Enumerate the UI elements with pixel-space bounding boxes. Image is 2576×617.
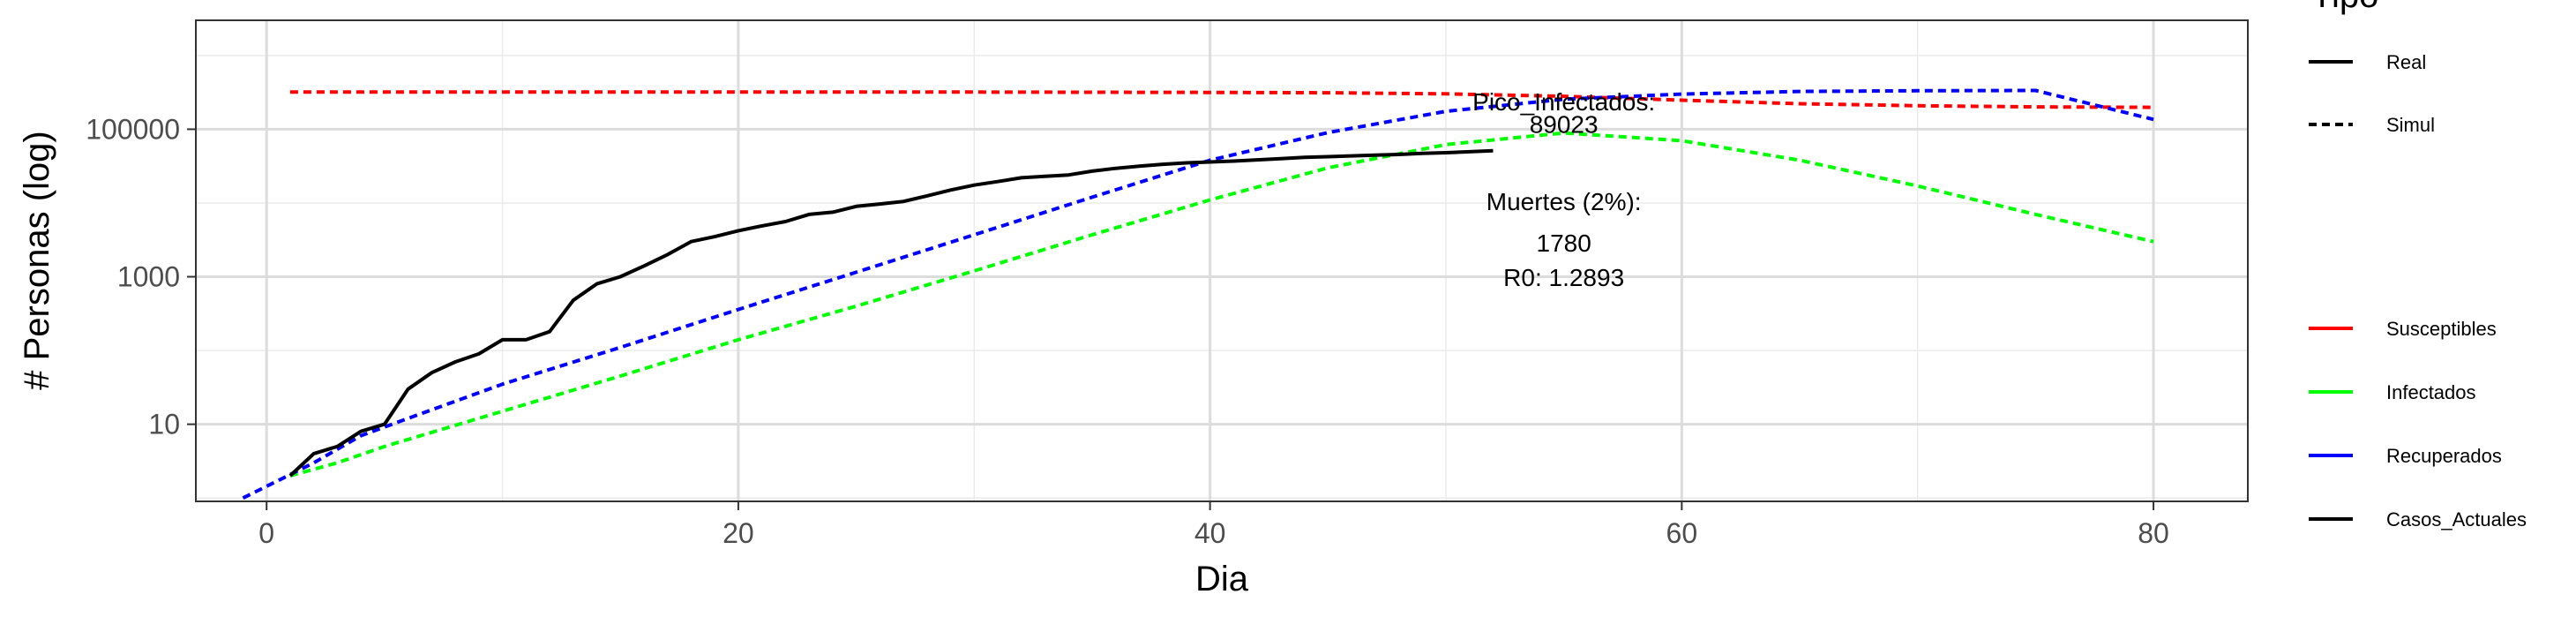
legend-title: Tipo	[2311, 0, 2378, 15]
x-axis-title: Dia	[1195, 560, 1249, 598]
legend: Tipo Real Simul Susceptibles Infectados Recu…	[2309, 0, 2527, 530]
legend-label-color: Susceptibles	[2386, 318, 2497, 340]
x-tick-label: 0	[258, 517, 274, 549]
x-tick-label: 40	[1194, 517, 1226, 549]
plot-panel-border	[195, 19, 2249, 502]
series-line-susceptibles	[289, 90, 2154, 109]
series-line-recuperados	[242, 88, 2154, 500]
annotation-label: 89023	[1530, 111, 1599, 139]
x-tick-label: 80	[2138, 517, 2169, 549]
legend-label-color: Casos_Actuales	[2386, 508, 2527, 530]
y-tick-label: 1000	[117, 261, 180, 293]
legend-label-linetype: Real	[2386, 51, 2426, 73]
legend-label-color: Recuperados	[2386, 445, 2502, 467]
y-tick-label: 10	[148, 409, 180, 440]
legend-items: Real Simul Susceptibles Infectados Recuperad…	[2309, 51, 2527, 530]
x-tick-label: 20	[723, 517, 754, 549]
annotations: Pico_Infectados:89023 Muertes (2%): 1780 R0…	[1472, 88, 1655, 291]
y-axis-title: # Personas (log)	[18, 131, 56, 389]
x-tick-label: 60	[1666, 517, 1698, 549]
annotation-label: Pico_Infectados:	[1472, 88, 1655, 116]
plot-series	[242, 88, 2154, 500]
annotation-label: R0: 1.2893	[1503, 264, 1624, 291]
series-line-casos-actuales	[288, 148, 1494, 478]
annotation-label: Muertes (2%):	[1486, 188, 1642, 215]
plot-grid	[196, 20, 2248, 501]
axis-ticks: 0 20 40 60 80 10 1000 100000	[86, 113, 2169, 549]
annotation-label: 1780	[1537, 229, 1591, 257]
legend-label-linetype: Simul	[2386, 114, 2435, 136]
y-tick-label: 100000	[86, 113, 180, 145]
series-line-infectados	[289, 131, 2154, 478]
legend-label-color: Infectados	[2386, 381, 2476, 403]
